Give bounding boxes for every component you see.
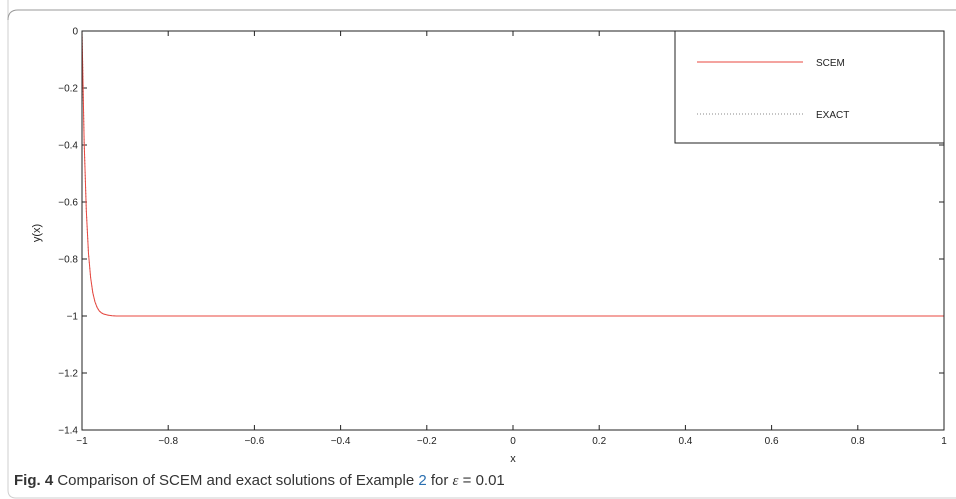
y-tick-label: −0.6 xyxy=(58,198,78,209)
x-tick-label: 1 xyxy=(941,436,947,447)
x-tick-label: −0.4 xyxy=(331,436,351,447)
example-reference-link[interactable]: 2 xyxy=(418,472,427,489)
x-axis-label: x xyxy=(510,453,516,465)
caption-text-before: Comparison of SCEM and exact solutions o… xyxy=(57,472,419,489)
labels-layer: −1 −0.8 −0.6 −0.4 −0.2 0 0.2 0.4 0.6 0.8 1 0 −0.2 −0.… xyxy=(58,27,947,448)
plot-area-border xyxy=(81,30,945,431)
x-tick-label: 0.6 xyxy=(765,436,779,447)
y-tick-label: −1.2 xyxy=(58,369,78,380)
caption-text-after: = 0.01 xyxy=(458,472,505,489)
caption-text-middle: for xyxy=(426,472,453,489)
x-tick-label: 0.4 xyxy=(678,436,692,447)
legend-box xyxy=(674,30,945,144)
series-line-scem xyxy=(81,30,944,317)
x-tick-label: −0.8 xyxy=(158,436,178,447)
y-tick-label: −0.8 xyxy=(58,255,78,266)
y-tick-label: −1 xyxy=(67,312,79,323)
legend: SCEM EXACT xyxy=(674,30,945,144)
x-tick-label: 0 xyxy=(510,436,516,447)
legend-label-scem: SCEM xyxy=(816,58,845,69)
x-tick-label: 0.8 xyxy=(851,436,865,447)
figure-label: Fig. 4 xyxy=(14,472,54,489)
x-tick-label: −0.6 xyxy=(245,436,265,447)
x-tick-label: −0.2 xyxy=(417,436,437,447)
y-tick-label: −1.4 xyxy=(58,426,78,437)
epsilon-symbol: ε xyxy=(452,473,459,489)
x-tick-label: 0.2 xyxy=(592,436,606,447)
y-tick-label: 0 xyxy=(72,27,78,38)
x-tick-label: −1 xyxy=(76,436,88,447)
y-axis-label: y(x) xyxy=(31,224,43,242)
series-layer xyxy=(81,30,944,317)
y-tick-label: −0.4 xyxy=(58,141,78,152)
legend-label-exact: EXACT xyxy=(816,110,849,121)
figure-caption: Fig. 4 Comparison of SCEM and exact solu… xyxy=(14,472,505,490)
y-tick-label: −0.2 xyxy=(58,84,78,95)
